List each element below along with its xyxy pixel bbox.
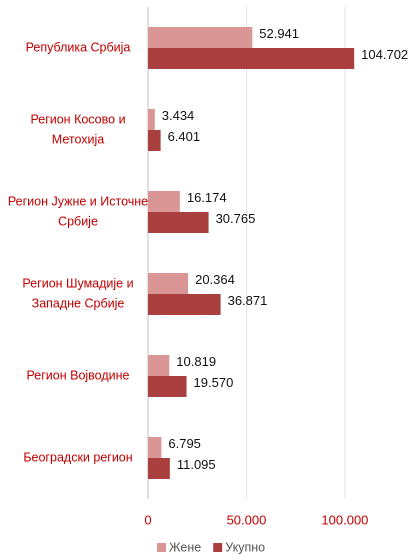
value-label: 20.364 — [195, 272, 235, 287]
category-label: Метохија — [52, 132, 104, 146]
legend-label: Укупно — [225, 540, 265, 554]
value-label: 52.941 — [259, 26, 299, 41]
value-label: 11.095 — [177, 457, 216, 472]
bar — [148, 109, 155, 130]
value-label: 36.871 — [228, 293, 268, 308]
category-label: Србије — [58, 214, 98, 228]
category-label: Република Србија — [26, 40, 131, 54]
bar — [148, 294, 221, 315]
value-label: 3.434 — [162, 108, 195, 123]
value-label: 6.795 — [168, 436, 201, 451]
bar — [148, 437, 162, 458]
category-label: Регион Јужне и Источне — [8, 194, 148, 208]
category-label: Београдски регион — [23, 450, 132, 464]
value-label: 19.570 — [194, 375, 234, 390]
x-tick-label: 0 — [144, 512, 151, 527]
x-tick-label: 50.000 — [227, 512, 267, 527]
bar — [148, 458, 170, 479]
value-label: 104.702 — [361, 47, 408, 62]
bar — [148, 355, 170, 376]
category-label: Западне Србије — [32, 296, 125, 310]
value-label: 6.401 — [168, 129, 201, 144]
category-label: Регион Шумадије и — [22, 276, 133, 290]
bar — [148, 191, 180, 212]
bar — [148, 27, 253, 48]
bar — [148, 273, 189, 294]
value-label: 16.174 — [187, 190, 227, 205]
bar — [148, 130, 161, 151]
x-tick-label: 100.000 — [321, 512, 368, 527]
legend-swatch — [157, 543, 166, 552]
value-label: 30.765 — [216, 211, 256, 226]
category-label: Регион Косово и — [30, 112, 125, 126]
bar — [148, 212, 209, 233]
bar — [148, 376, 187, 397]
legend-swatch — [213, 543, 223, 552]
legend-label: Жене — [169, 540, 201, 554]
value-label: 10.819 — [176, 354, 216, 369]
category-label: Регион Војводине — [27, 368, 130, 382]
bar — [148, 48, 355, 69]
